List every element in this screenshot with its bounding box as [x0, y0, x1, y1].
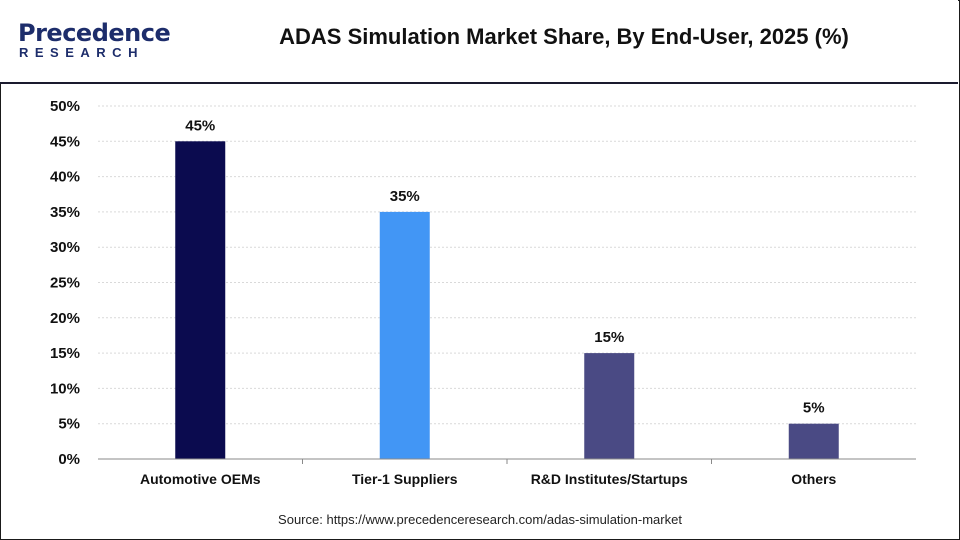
y-axis-ticks: 0% 5% 10% 15% 20% 25% 30% 35% 40% 45% 50%	[50, 98, 80, 468]
data-label: 35%	[390, 188, 420, 205]
source-note: Source: https://www.precedenceresearch.c…	[278, 512, 682, 527]
chart-title: ADAS Simulation Market Share, By End-Use…	[279, 24, 849, 49]
gridlines	[98, 105, 916, 425]
y-tick-label: 5%	[58, 416, 80, 433]
y-tick-label: 10%	[50, 380, 80, 397]
bar	[175, 141, 226, 460]
y-tick-label: 40%	[50, 169, 80, 186]
data-labels: 45% 35% 15% 5%	[185, 117, 824, 416]
logo-main-text: Precedence	[18, 19, 171, 47]
y-tick-label: 45%	[50, 133, 80, 150]
x-tick-label: Automotive OEMs	[140, 471, 261, 487]
y-tick-label: 35%	[50, 204, 80, 221]
bars	[175, 141, 839, 460]
x-axis-ticks: Automotive OEMs Tier-1 Suppliers R&D Insti…	[140, 459, 837, 487]
logo-sub-text: RESEARCH	[19, 45, 144, 60]
y-tick-label: 50%	[50, 98, 80, 115]
x-tick-label: R&D Institutes/Startups	[531, 471, 688, 487]
brand-logo: Precedence RESEARCH	[18, 20, 171, 64]
data-label: 5%	[803, 400, 825, 417]
data-label: 15%	[594, 329, 624, 346]
y-tick-label: 25%	[50, 275, 80, 292]
y-tick-label: 0%	[58, 451, 80, 468]
data-label: 45%	[185, 117, 215, 134]
y-tick-label: 15%	[50, 345, 80, 362]
bar	[379, 211, 430, 459]
x-tick-label: Tier-1 Suppliers	[352, 471, 458, 487]
x-tick-label: Others	[791, 471, 836, 487]
bar	[788, 423, 839, 459]
bar	[584, 353, 635, 459]
y-tick-label: 30%	[50, 239, 80, 256]
y-tick-label: 20%	[50, 310, 80, 327]
header: Precedence RESEARCH ADAS Simulation Mark…	[0, 0, 958, 84]
